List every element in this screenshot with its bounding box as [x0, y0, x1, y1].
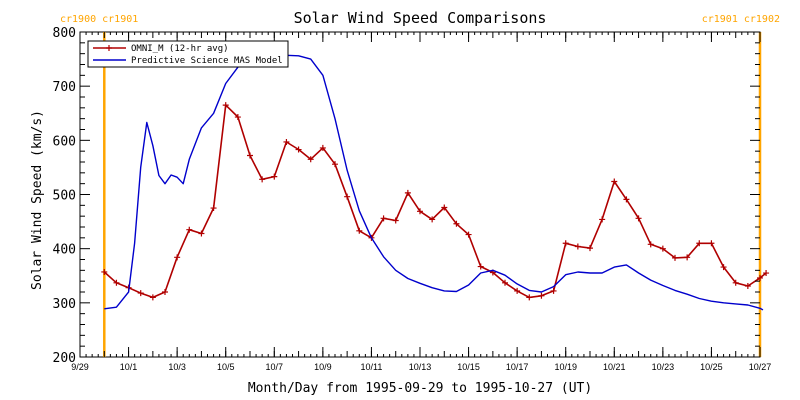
x-tick-label: 10/15	[457, 362, 480, 372]
data-point	[344, 193, 351, 200]
y-tick-label: 700	[53, 80, 76, 95]
data-point	[210, 205, 217, 212]
x-tick-label: 10/9	[314, 362, 332, 372]
series-line	[104, 54, 764, 311]
data-point	[599, 216, 606, 223]
rotation-label: cr1900 cr1901	[60, 14, 138, 25]
x-tick-label: 10/19	[554, 362, 577, 372]
data-point	[319, 144, 326, 151]
x-tick-label: 10/1	[120, 362, 138, 372]
series-line	[103, 104, 767, 299]
y-axis-label: Solar Wind Speed (km/s)	[30, 110, 45, 290]
x-tick-label: 10/27	[749, 362, 772, 372]
data-point	[672, 254, 678, 261]
legend-label: Predictive Science MAS Model	[131, 56, 283, 66]
data-point	[429, 216, 436, 223]
data-point	[659, 245, 666, 252]
x-tick-label: 10/17	[506, 362, 529, 372]
data-point	[174, 254, 181, 261]
data-point	[234, 114, 241, 121]
data-point	[307, 156, 314, 163]
data-point	[550, 287, 557, 294]
data-point	[623, 196, 630, 203]
x-tick-label: 10/23	[652, 362, 675, 372]
data-point	[732, 279, 739, 286]
data-point	[763, 270, 770, 277]
axes: 9/29 10/1 10/3 10/5 10/7 10/9 10/11 10/13 10/15 1…	[53, 26, 772, 372]
data-point	[514, 287, 521, 294]
data-point	[295, 146, 302, 153]
x-tick-label: 10/25	[700, 362, 723, 372]
data-point	[417, 208, 423, 215]
data-point	[696, 240, 703, 247]
data-point	[684, 254, 691, 261]
x-tick-label: 10/11	[360, 362, 382, 372]
data-point	[356, 227, 363, 234]
series-mas	[104, 54, 764, 311]
x-tick-label: 10/7	[266, 362, 284, 372]
data-point	[526, 294, 533, 301]
rotation-label: cr1901 cr1902	[702, 14, 780, 25]
x-tick-label: 10/5	[217, 362, 235, 372]
data-point	[186, 226, 193, 233]
data-point	[465, 231, 472, 238]
data-point	[113, 279, 120, 286]
data-point	[271, 173, 278, 180]
data-point	[574, 243, 581, 250]
data-point	[380, 215, 387, 222]
y-tick-label: 600	[53, 134, 76, 149]
y-tick-label: 300	[53, 297, 76, 312]
plot-border	[79, 31, 761, 358]
y-tick-label: 200	[53, 351, 76, 366]
data-point	[283, 138, 290, 145]
data-point	[162, 289, 168, 295]
x-tick-label: 10/13	[409, 362, 432, 372]
data-point	[477, 263, 484, 270]
legend-label: OMNI_M (12-hr avg)	[131, 44, 229, 54]
data-point	[332, 161, 338, 168]
plot-area	[79, 31, 761, 358]
data-point	[611, 178, 618, 185]
y-tick-label: 400	[53, 243, 76, 258]
y-tick-label: 500	[53, 189, 76, 204]
data-point	[198, 230, 205, 237]
data-point	[538, 292, 545, 299]
data-point	[259, 176, 266, 183]
x-axis-label: Month/Day from 1995-09-29 to 1995-10-27 …	[248, 381, 592, 396]
legend-marker	[106, 45, 112, 51]
x-tick-label: 10/3	[168, 362, 186, 372]
data-point	[502, 279, 508, 286]
data-point	[587, 245, 593, 252]
data-point	[441, 204, 448, 211]
data-point	[562, 240, 569, 247]
data-point	[149, 294, 156, 301]
data-point	[247, 152, 253, 159]
data-point	[708, 240, 715, 247]
series-layer	[101, 54, 770, 311]
data-point	[453, 220, 460, 227]
data-point	[222, 102, 229, 109]
data-point	[720, 264, 727, 271]
data-point	[744, 283, 751, 290]
data-point	[647, 241, 654, 248]
data-point	[757, 274, 763, 281]
series-omni	[101, 102, 770, 301]
data-point	[137, 290, 144, 297]
y-tick-label: 800	[53, 26, 76, 41]
x-tick-label: 9/29	[71, 362, 89, 372]
legend-box	[87, 40, 289, 68]
data-point	[635, 215, 642, 222]
data-point	[101, 268, 108, 275]
data-point	[404, 189, 411, 196]
chart-title: Solar Wind Speed Comparisons	[294, 9, 547, 27]
data-point	[392, 217, 399, 224]
x-tick-label: 10/21	[603, 362, 626, 372]
legend: OMNI_M (12-hr avg) Predictive Science MAS…	[87, 40, 289, 68]
